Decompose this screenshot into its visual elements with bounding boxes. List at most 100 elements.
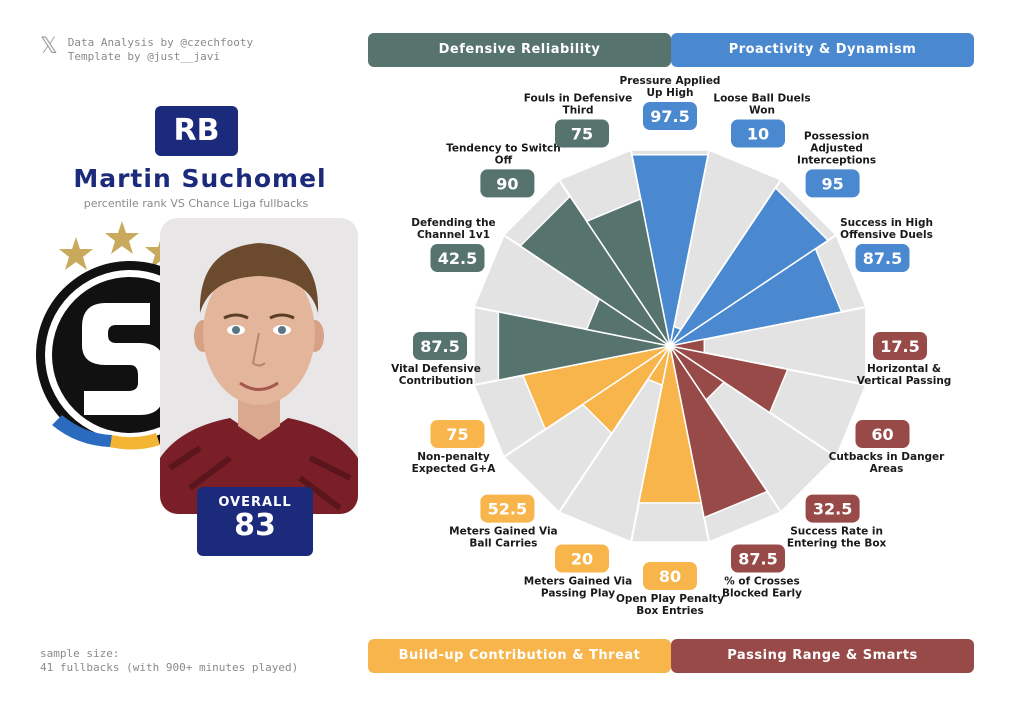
player-name: Martin Suchomel (73, 164, 327, 193)
value-label: 60 (871, 425, 893, 444)
category-proactivity: Proactivity & Dynamism (671, 33, 974, 67)
bar-fouls-in-defensive-third (585, 197, 671, 347)
metric-label: Vertical Passing (857, 375, 952, 387)
metric-label: Meters Gained Via (524, 576, 633, 588)
category-passing: Passing Range & Smarts (671, 639, 974, 673)
metric-label: Success in High (840, 217, 933, 229)
value-label: 87.5 (863, 249, 902, 268)
metric-label: Adjusted (810, 142, 863, 154)
category-buildup: Build-up Contribution & Threat (368, 639, 671, 673)
metric-label: Up High (646, 87, 693, 99)
metric-label: Tendency to Switch (446, 142, 561, 154)
metric-label: Fouls in Defensive (524, 93, 633, 105)
value-label: 42.5 (438, 249, 477, 268)
value-label: 97.5 (650, 107, 689, 126)
value-badge (430, 420, 485, 448)
metric-label: Success Rate in (790, 526, 883, 538)
metric-4: 17.5 Horizontal &Vertical Passing (857, 332, 952, 387)
value-badge (643, 562, 697, 590)
credit-template: Template by @just__javi (67, 50, 221, 63)
metric-label: Horizontal & (867, 363, 941, 375)
metric-label: Pressure Applied (620, 75, 721, 87)
metric-label: Ball Carries (469, 538, 537, 550)
value-label: 32.5 (813, 500, 852, 519)
metric-label: Interceptions (797, 154, 876, 166)
subtitle: percentile rank VS Chance Liga fullbacks (83, 197, 309, 210)
position-badge: RB (155, 106, 238, 156)
metric-label: Box Entries (636, 605, 703, 617)
sample-size-label: sample size: (40, 647, 120, 660)
value-label: 10 (747, 125, 769, 144)
metric-label: Blocked Early (722, 588, 802, 600)
metric-label: Expected G+A (412, 463, 497, 475)
credits: 𝕏 Data Analysis by @czechfooty Template … (40, 36, 253, 64)
value-label: 80 (659, 567, 681, 586)
value-label: 75 (446, 425, 468, 444)
star-icon (59, 237, 93, 270)
metric-label: Non-penalty (417, 451, 490, 463)
bar-vital-defensive-contribution (497, 310, 671, 382)
metric-label: Loose Ball Duels (713, 93, 810, 105)
value-badge (555, 544, 609, 573)
value-label: 95 (821, 174, 843, 193)
sample-size-value: 41 fullbacks (with 900+ minutes played) (40, 661, 299, 674)
metric-label: Open Play Penalty (616, 593, 724, 605)
value-badge (855, 420, 910, 448)
overall-label: OVERALL (218, 495, 292, 510)
bar-open-play-penalty-box-entries (637, 345, 703, 504)
metric-label: Possession (804, 130, 869, 142)
value-label: 90 (496, 174, 518, 193)
value-badge (480, 169, 535, 198)
value-label: 87.5 (420, 337, 459, 356)
metric-label: Won (749, 105, 775, 117)
metric-label: Defending the (411, 217, 495, 229)
metric-label: Entering the Box (787, 538, 887, 550)
value-label: 20 (571, 550, 593, 569)
star-icon (105, 221, 139, 254)
value-badge (855, 244, 910, 272)
metric-label: Cutbacks in Danger (829, 451, 946, 463)
player-photo (160, 218, 358, 514)
bar-success-in-high-offensive-duels (669, 247, 843, 347)
metric-label: Vital Defensive (391, 363, 481, 375)
value-badge (413, 332, 467, 360)
value-label: 87.5 (738, 550, 777, 569)
metric-label: Offensive Duels (840, 229, 933, 241)
value-label: 17.5 (880, 337, 919, 356)
value-label: 75 (571, 125, 593, 144)
value-badge (805, 169, 860, 198)
player-portrait (160, 218, 358, 514)
metric-label: % of Crosses (724, 576, 800, 588)
x-logo-icon: 𝕏 (40, 34, 58, 59)
overall-badge: OVERALL 83 (197, 487, 313, 556)
credit-analysis: Data Analysis by @czechfooty (67, 36, 254, 49)
metric-label: Off (495, 154, 513, 166)
value-badge (731, 544, 785, 573)
metric-label: Passing Play (541, 588, 615, 600)
value-badge (805, 494, 860, 523)
value-badge (555, 119, 609, 148)
value-badge (643, 102, 697, 130)
value-badge (731, 119, 785, 148)
metric-label: Areas (870, 463, 904, 475)
value-badge (430, 244, 485, 272)
value-badge (480, 494, 535, 523)
metric-label: Meters Gained Via (449, 526, 558, 538)
metric-label: Third (563, 105, 594, 117)
value-badge (873, 332, 927, 360)
